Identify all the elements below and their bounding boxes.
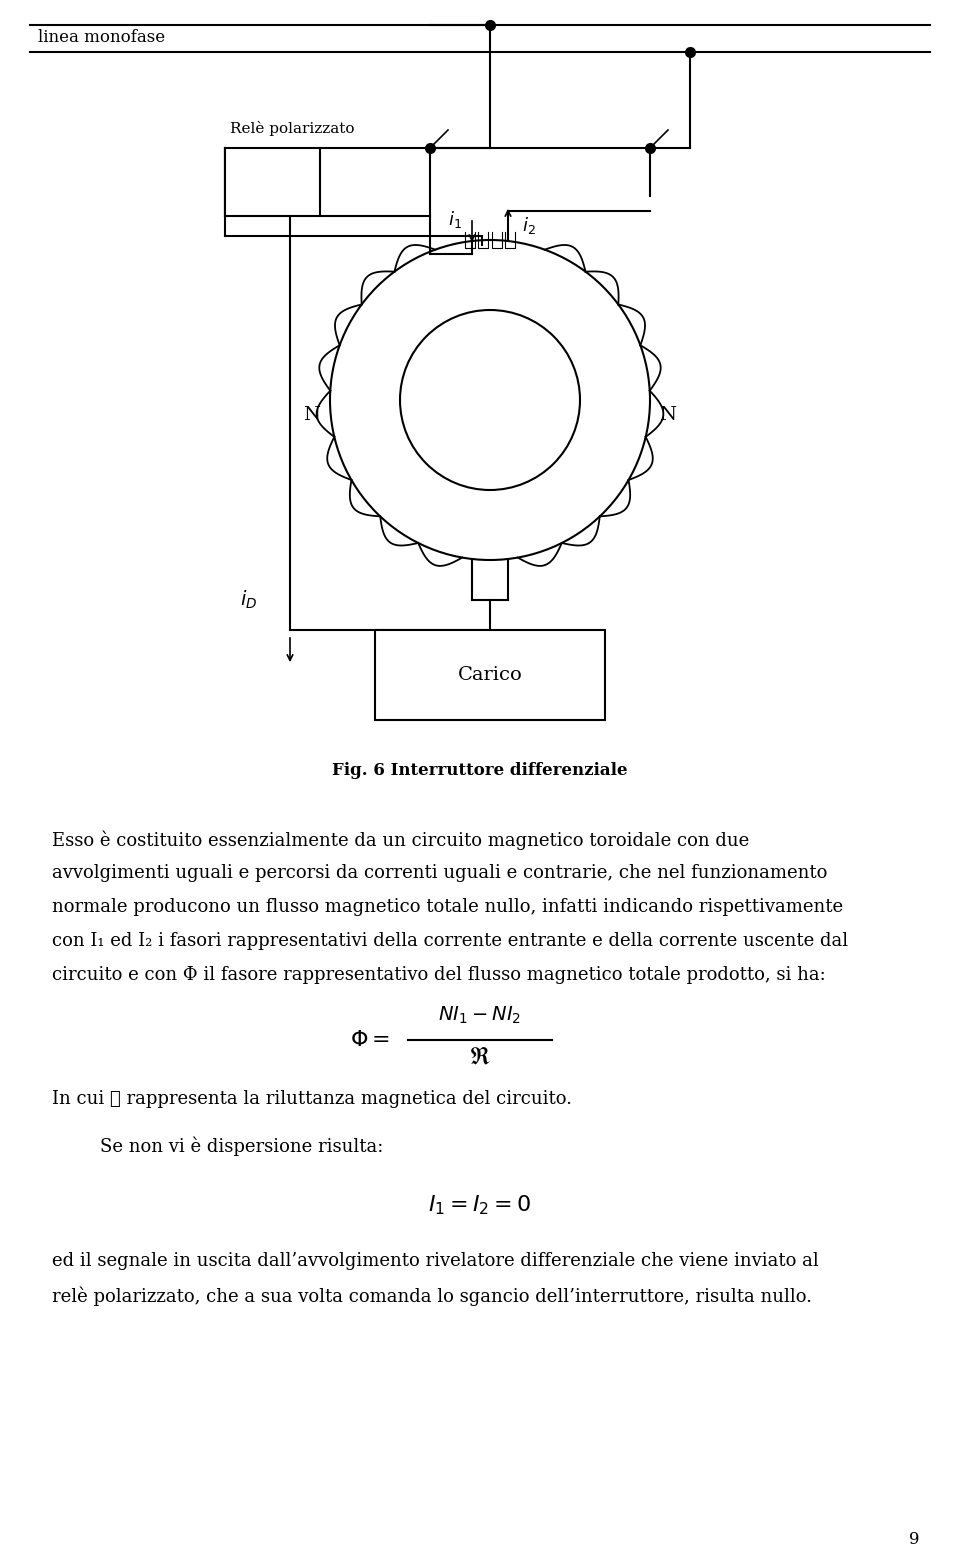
Text: $\Phi =$: $\Phi =$ (349, 1029, 390, 1051)
Bar (375, 630, 605, 719)
Text: $I_1 = I_2 = 0$: $I_1 = I_2 = 0$ (428, 1193, 532, 1217)
Text: Relè polarizzato: Relè polarizzato (230, 120, 354, 136)
Text: Fig. 6 Interruttore differenziale: Fig. 6 Interruttore differenziale (332, 762, 628, 779)
Text: linea monofase: linea monofase (38, 30, 165, 47)
Text: $\mathfrak{R}$: $\mathfrak{R}$ (469, 1046, 491, 1070)
Text: 9: 9 (909, 1531, 920, 1548)
Text: avvolgimenti uguali e percorsi da correnti uguali e contrarie, che nel funzionam: avvolgimenti uguali e percorsi da corren… (52, 863, 828, 882)
Text: circuito e con Φ il fasore rappresentativo del flusso magnetico totale prodotto,: circuito e con Φ il fasore rappresentati… (52, 967, 826, 984)
Text: con I₁ ed I₂ i fasori rappresentativi della corrente entrante e della corrente u: con I₁ ed I₂ i fasori rappresentativi de… (52, 932, 848, 949)
Text: N: N (660, 407, 677, 424)
Text: $i_2$: $i_2$ (522, 216, 536, 236)
Text: relè polarizzato, che a sua volta comanda lo sgancio dell’interruttore, risulta : relè polarizzato, che a sua volta comand… (52, 1286, 812, 1306)
Text: normale producono un flusso magnetico totale nullo, infatti indicando rispettiva: normale producono un flusso magnetico to… (52, 898, 843, 917)
Bar (225, 149, 320, 216)
Text: ed il segnale in uscita dall’avvolgimento rivelatore differenziale che viene inv: ed il segnale in uscita dall’avvolgiment… (52, 1253, 819, 1270)
Text: N: N (303, 407, 321, 424)
Text: $i_1$: $i_1$ (448, 210, 462, 230)
Circle shape (401, 311, 579, 490)
Text: $NI_1 - NI_2$: $NI_1 - NI_2$ (439, 1004, 521, 1026)
Text: $i_D$: $i_D$ (240, 590, 257, 612)
Text: In cui ℜ rappresenta la riluttanza magnetica del circuito.: In cui ℜ rappresenta la riluttanza magne… (52, 1090, 572, 1107)
Text: Carico: Carico (458, 666, 522, 683)
Text: Se non vi è dispersione risulta:: Se non vi è dispersione risulta: (100, 1135, 383, 1156)
Text: Esso è costituito essenzialmente da un circuito magnetico toroidale con due: Esso è costituito essenzialmente da un c… (52, 830, 749, 849)
